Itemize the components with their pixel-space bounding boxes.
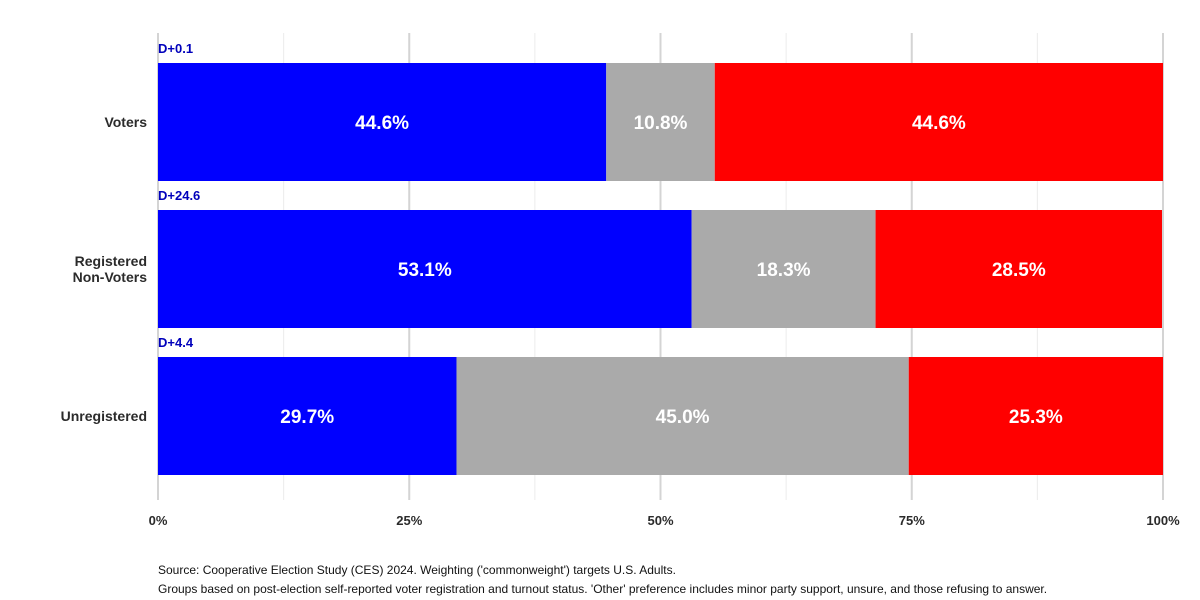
bar-segment — [875, 210, 1162, 328]
data-label: 53.1% — [398, 260, 452, 281]
bar-segment — [908, 357, 1163, 475]
x-tick-label: 25% — [396, 513, 422, 528]
data-label: 44.6% — [355, 113, 409, 134]
bar-segment — [158, 63, 607, 181]
category-label-line: Non-Voters — [73, 269, 148, 285]
bar-segment — [456, 357, 909, 475]
data-label: 45.0% — [656, 407, 710, 428]
margin-label: D+24.6 — [158, 188, 200, 203]
x-tick-label: 0% — [149, 513, 168, 528]
margin-label: D+4.4 — [158, 335, 194, 350]
bar-segment — [691, 210, 876, 328]
labels: 44.6% 10.8% 44.6% D+0.1 Voters 53.1% 18.3% 28.5… — [61, 41, 1180, 528]
methodology-note: Groups based on post-election self-repor… — [158, 582, 1048, 596]
bar-segment — [606, 63, 715, 181]
category-label: Voters — [104, 114, 147, 130]
source-caption: Source: Cooperative Election Study (CES)… — [158, 563, 676, 577]
bar-segment — [714, 63, 1163, 181]
x-tick-label: 75% — [899, 513, 925, 528]
category-label-line: Unregistered — [61, 408, 147, 424]
category-label: Unregistered — [61, 408, 147, 424]
data-label: 44.6% — [912, 113, 966, 134]
x-tick-label: 100% — [1146, 513, 1180, 528]
data-label: 10.8% — [634, 113, 688, 134]
category-label-line: Registered — [75, 253, 147, 269]
bar-segment — [158, 357, 457, 475]
data-label: 28.5% — [992, 260, 1046, 281]
category-label: Registered Non-Voters — [73, 253, 148, 285]
stacked-bar-chart: 44.6% 10.8% 44.6% D+0.1 Voters 53.1% 18.3% 28.5… — [61, 33, 1180, 528]
x-tick-label: 50% — [647, 513, 673, 528]
data-label: 18.3% — [757, 260, 811, 281]
margin-label: D+0.1 — [158, 41, 193, 56]
category-label-line: Voters — [104, 114, 147, 130]
bar-segment — [158, 210, 692, 328]
bars — [158, 63, 1163, 475]
data-label: 29.7% — [280, 407, 334, 428]
data-label: 25.3% — [1009, 407, 1063, 428]
